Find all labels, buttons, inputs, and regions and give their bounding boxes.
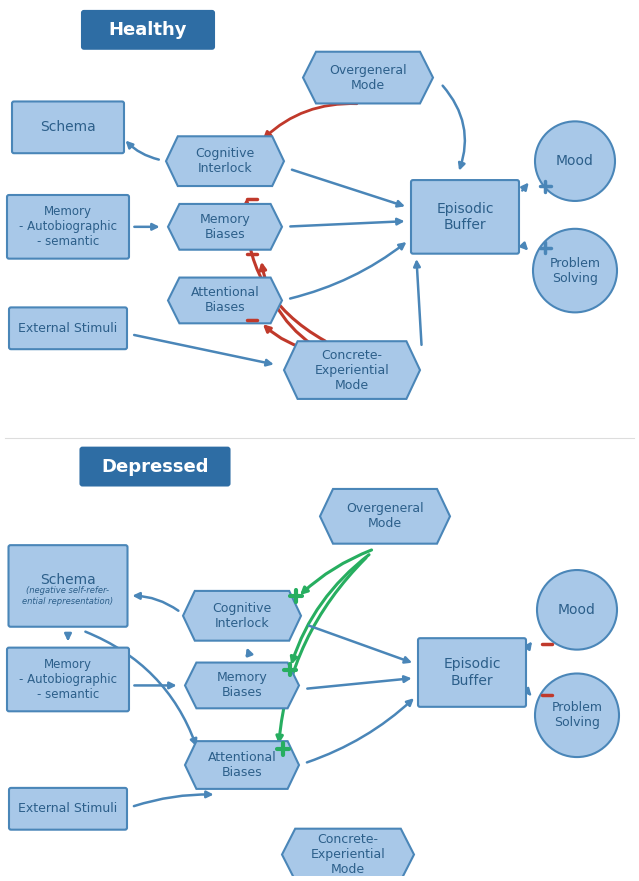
Text: Cognitive
Interlock: Cognitive Interlock <box>196 147 254 175</box>
FancyBboxPatch shape <box>9 788 127 830</box>
Polygon shape <box>284 341 420 399</box>
Polygon shape <box>185 741 299 788</box>
Text: Concrete-
Experiential
Mode: Concrete- Experiential Mode <box>314 349 389 391</box>
FancyBboxPatch shape <box>82 11 214 48</box>
Text: Attentional
Biases: Attentional Biases <box>208 751 277 779</box>
Text: Episodic
Buffer: Episodic Buffer <box>443 657 501 687</box>
Text: Mood: Mood <box>558 603 596 617</box>
Circle shape <box>537 570 617 649</box>
Text: Attentional
Biases: Attentional Biases <box>190 286 259 315</box>
Text: Episodic
Buffer: Episodic Buffer <box>436 202 494 232</box>
FancyBboxPatch shape <box>9 307 127 349</box>
FancyBboxPatch shape <box>7 648 129 711</box>
Text: Healthy: Healthy <box>109 21 187 39</box>
Text: External Stimuli: External Stimuli <box>19 322 118 335</box>
Circle shape <box>533 229 617 313</box>
FancyBboxPatch shape <box>12 101 124 153</box>
Text: Schema: Schema <box>40 121 96 134</box>
Text: External Stimuli: External Stimuli <box>19 803 118 815</box>
Polygon shape <box>185 663 299 708</box>
Text: Memory
Biases: Memory Biases <box>217 671 267 700</box>
Polygon shape <box>168 204 282 249</box>
Polygon shape <box>168 278 282 323</box>
Polygon shape <box>320 489 450 544</box>
Text: Overgeneral
Mode: Overgeneral Mode <box>329 63 407 92</box>
Polygon shape <box>183 591 301 640</box>
Text: Problem
Solving: Problem Solving <box>551 701 603 729</box>
FancyBboxPatch shape <box>8 545 128 626</box>
FancyBboxPatch shape <box>81 448 229 485</box>
Text: Schema: Schema <box>40 573 96 587</box>
FancyBboxPatch shape <box>411 180 519 254</box>
Text: Memory
- Autobiographic
- semantic: Memory - Autobiographic - semantic <box>19 205 117 248</box>
Polygon shape <box>303 52 433 103</box>
FancyBboxPatch shape <box>7 195 129 259</box>
Text: Depressed: Depressed <box>101 457 209 476</box>
Text: Concrete-
Experiential
Mode: Concrete- Experiential Mode <box>311 833 385 876</box>
Text: Overgeneral
Mode: Overgeneral Mode <box>346 502 424 530</box>
Text: Memory
- Autobiographic
- semantic: Memory - Autobiographic - semantic <box>19 658 117 701</box>
Text: Problem
Solving: Problem Solving <box>550 256 601 285</box>
Text: Cognitive
Interlock: Cognitive Interlock <box>212 602 272 630</box>
Circle shape <box>535 673 619 757</box>
Polygon shape <box>282 829 414 880</box>
Text: Memory
Biases: Memory Biases <box>199 213 250 241</box>
Circle shape <box>535 122 615 201</box>
FancyBboxPatch shape <box>418 638 526 707</box>
Polygon shape <box>166 137 284 186</box>
Text: (negative self-refer-
ential representation): (negative self-refer- ential representat… <box>22 586 114 605</box>
Text: Mood: Mood <box>556 154 594 168</box>
